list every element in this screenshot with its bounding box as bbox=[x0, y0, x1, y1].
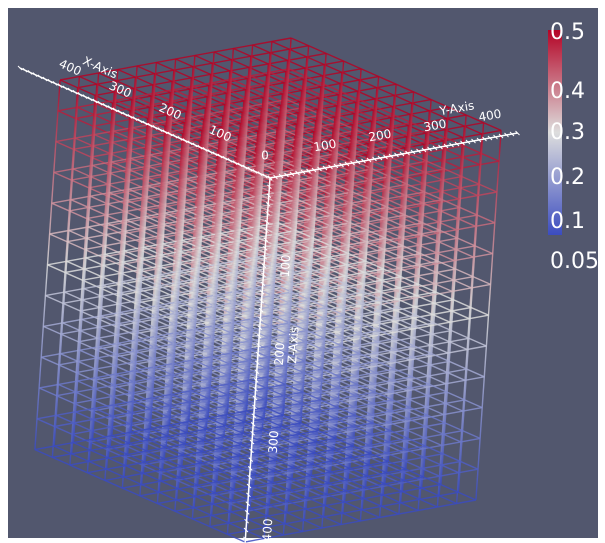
color-bar-label: 0.1 bbox=[550, 209, 585, 234]
page: 100200300400X-Axis100200300400Y-Axis1002… bbox=[0, 0, 605, 543]
color-bar-label: 0.05 bbox=[550, 249, 599, 274]
z-axis-title: Z-Axis bbox=[285, 326, 302, 364]
color-bar-label: 0.5 bbox=[550, 20, 585, 45]
viewport: 100200300400X-Axis100200300400Y-Axis1002… bbox=[0, 0, 605, 543]
z-tick-label: 100 bbox=[278, 254, 294, 278]
color-bar-label: 0.3 bbox=[550, 120, 585, 145]
z-tick-label: 300 bbox=[266, 430, 282, 454]
color-bar-label: 0.2 bbox=[550, 165, 585, 190]
color-bar-label: 0.4 bbox=[550, 79, 585, 104]
z-tick-label: 400 bbox=[260, 518, 276, 542]
origin-label: 0 bbox=[261, 149, 269, 163]
